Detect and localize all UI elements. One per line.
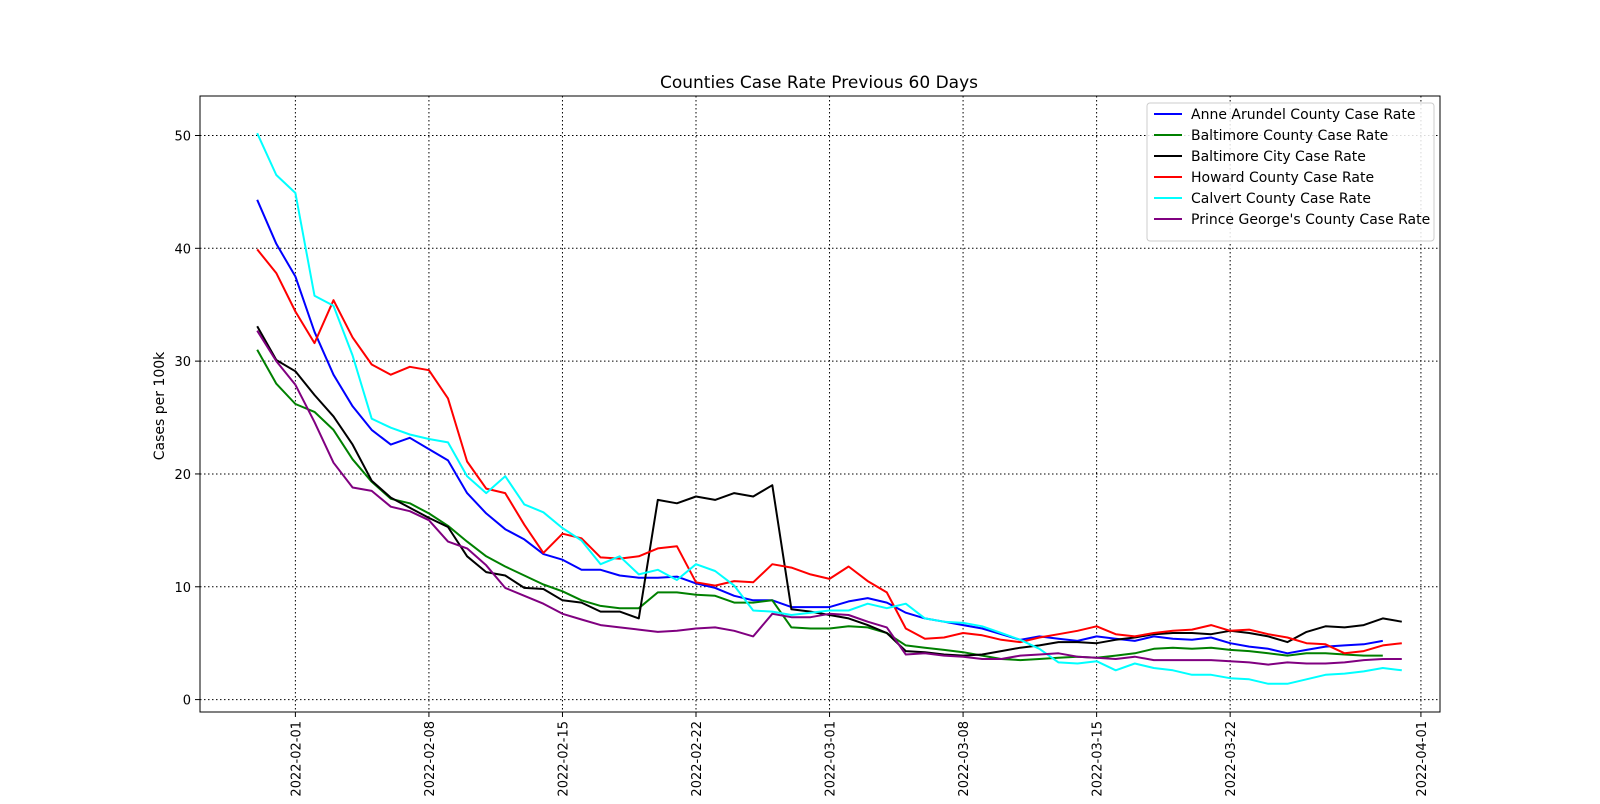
plot-area-frame [199,95,1441,713]
legend-label: Baltimore City Case Rate [1191,149,1366,165]
x-tick-label: 2022-03-22 [1224,721,1239,797]
axis-ticks: 2022-02-01 2022-02-08 2022-02-15 2022-02-22… [174,129,1429,796]
series-line [256,349,1383,662]
series-line [256,199,1383,655]
y-tick-label: 20 [174,468,191,483]
series-line [256,330,1402,666]
x-tick-label: 2022-02-01 [289,721,304,797]
series-line [256,325,1402,657]
series-line [256,248,1402,655]
y-axis-title: Cases per 100k [152,351,168,460]
chart-title: Counties Case Rate Previous 60 Days [660,73,978,93]
legend-label: Howard County Case Rate [1191,170,1374,186]
series-line [256,132,1402,685]
y-tick-label: 30 [174,355,191,370]
x-tick-label: 2022-03-08 [957,721,972,797]
legend-label: Baltimore County Case Rate [1191,128,1388,144]
x-tick-label: 2022-02-22 [690,721,705,797]
x-tick-label: 2022-03-15 [1091,721,1106,797]
y-tick-label: 10 [174,581,191,596]
x-tick-label: 2022-03-01 [824,721,839,797]
legend-label: Calvert County Case Rate [1191,191,1371,207]
legend-label: Prince George's County Case Rate [1191,212,1430,228]
y-tick-label: 0 [183,694,191,709]
x-tick-label: 2022-02-08 [423,721,438,797]
legend-box [1146,102,1435,242]
x-tick-label: 2022-02-15 [556,721,571,797]
y-tick-label: 40 [174,242,191,257]
x-tick-label: 2022-04-01 [1415,721,1430,797]
series-lines [256,132,1402,685]
legend-label: Anne Arundel County Case Rate [1191,107,1415,123]
y-tick-label: 50 [174,129,191,144]
legend: Anne Arundel County Case Rate Baltimore C… [1146,102,1435,242]
